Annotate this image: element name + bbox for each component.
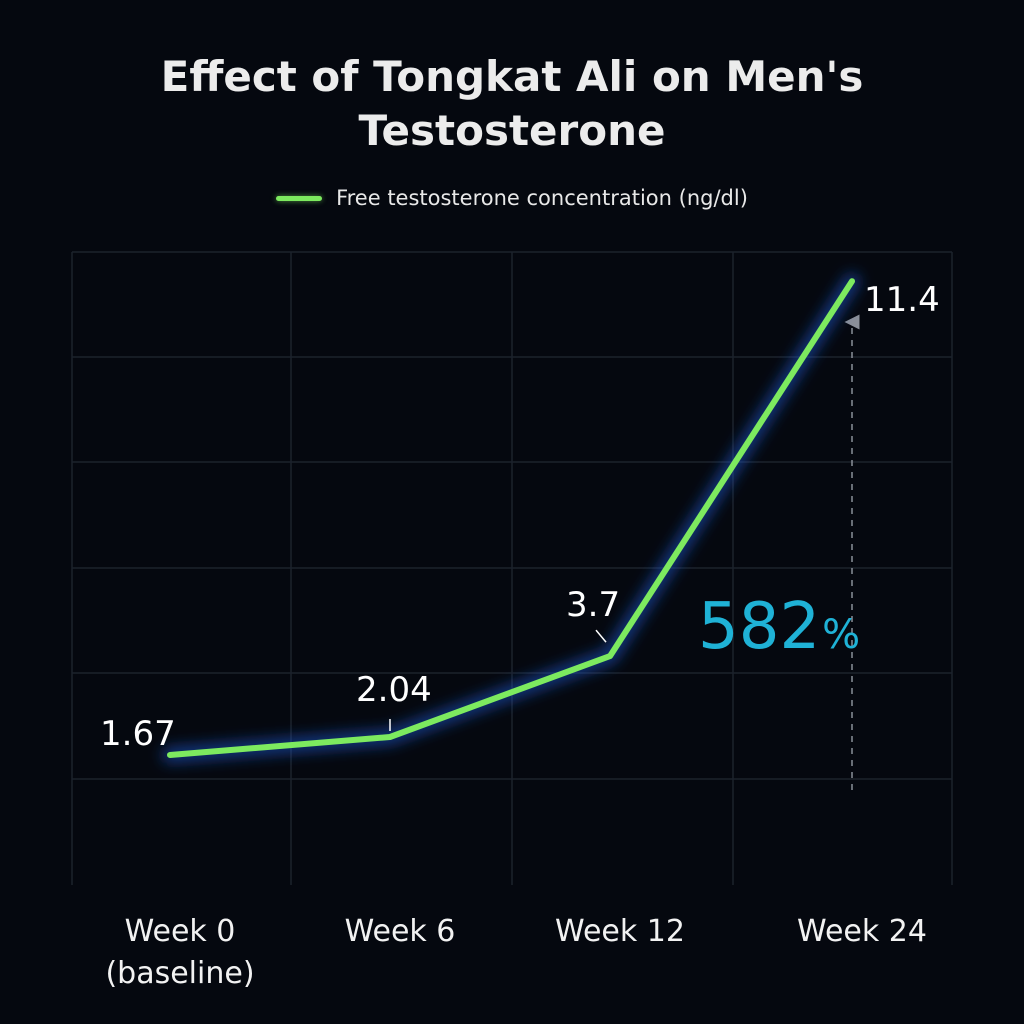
percent-annotation: 582% — [698, 590, 860, 664]
legend-swatch — [276, 195, 323, 201]
legend-label: Free testosterone concentration (ng/dl) — [336, 186, 748, 210]
data-label: 3.7 — [566, 585, 620, 625]
percent-change-label: 582% — [698, 590, 860, 664]
series-line-glow — [162, 273, 860, 763]
data-label: 1.67 — [100, 714, 176, 754]
x-tick-label: Week 0 (baseline) — [105, 914, 254, 991]
x-tick-label: Week 12 — [555, 914, 685, 949]
data-label: 2.04 — [356, 670, 432, 710]
x-tick-label: Week 24 — [797, 914, 927, 949]
data-label: 11.4 — [864, 280, 940, 320]
x-tick-label: Week 6 — [345, 914, 456, 949]
chart-legend: Free testosterone concentration (ng/dl) — [0, 186, 1024, 210]
label-leader-line — [595, 629, 607, 643]
series-lines — [162, 273, 860, 763]
series-line — [167, 278, 855, 758]
data-labels: 1.67 2.04 3.7 11.4 — [100, 280, 940, 754]
chart-title-line-1: Effect of Tongkat Ali on Men's — [160, 52, 864, 101]
x-axis-labels: Week 0 (baseline) Week 6 Week 12 Week 24 — [105, 914, 926, 991]
chart-title-line-2: Testosterone — [358, 106, 666, 155]
grid-lines — [71, 251, 953, 885]
chart-title: Effect of Tongkat Ali on Men's Testoster… — [0, 50, 1024, 158]
